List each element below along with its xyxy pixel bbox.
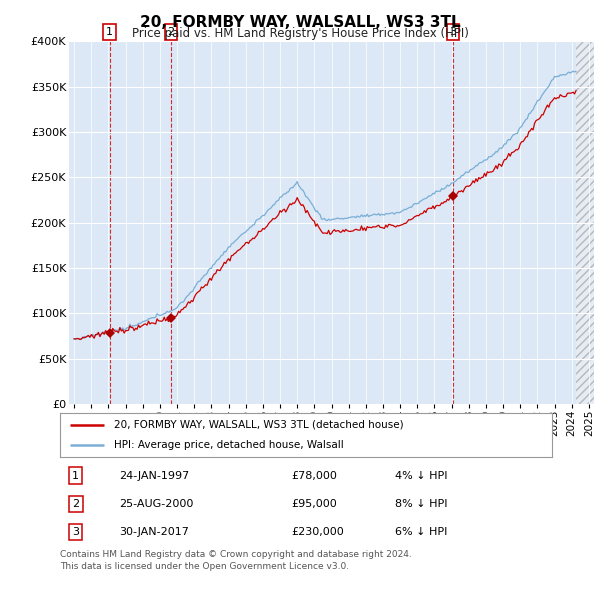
Text: HPI: Average price, detached house, Walsall: HPI: Average price, detached house, Wals… xyxy=(114,440,344,450)
Text: 3: 3 xyxy=(73,527,79,537)
Text: 30-JAN-2017: 30-JAN-2017 xyxy=(119,527,189,537)
Text: £78,000: £78,000 xyxy=(291,471,337,481)
Bar xyxy=(576,41,594,404)
Text: 1: 1 xyxy=(106,27,113,37)
Text: 8% ↓ HPI: 8% ↓ HPI xyxy=(395,499,447,509)
Text: 6% ↓ HPI: 6% ↓ HPI xyxy=(395,527,447,537)
Text: 25-AUG-2000: 25-AUG-2000 xyxy=(119,499,193,509)
Text: 3: 3 xyxy=(449,27,457,37)
Text: Price paid vs. HM Land Registry's House Price Index (HPI): Price paid vs. HM Land Registry's House … xyxy=(131,27,469,40)
Text: 4% ↓ HPI: 4% ↓ HPI xyxy=(395,471,447,481)
Text: £95,000: £95,000 xyxy=(291,499,337,509)
Text: £230,000: £230,000 xyxy=(291,527,344,537)
Text: 2: 2 xyxy=(167,27,175,37)
Text: 20, FORMBY WAY, WALSALL, WS3 3TL: 20, FORMBY WAY, WALSALL, WS3 3TL xyxy=(140,15,460,30)
Text: 2: 2 xyxy=(73,499,79,509)
Text: Contains HM Land Registry data © Crown copyright and database right 2024.
This d: Contains HM Land Registry data © Crown c… xyxy=(60,550,412,571)
Text: 20, FORMBY WAY, WALSALL, WS3 3TL (detached house): 20, FORMBY WAY, WALSALL, WS3 3TL (detach… xyxy=(114,420,404,430)
Text: 1: 1 xyxy=(73,471,79,481)
Text: 24-JAN-1997: 24-JAN-1997 xyxy=(119,471,189,481)
